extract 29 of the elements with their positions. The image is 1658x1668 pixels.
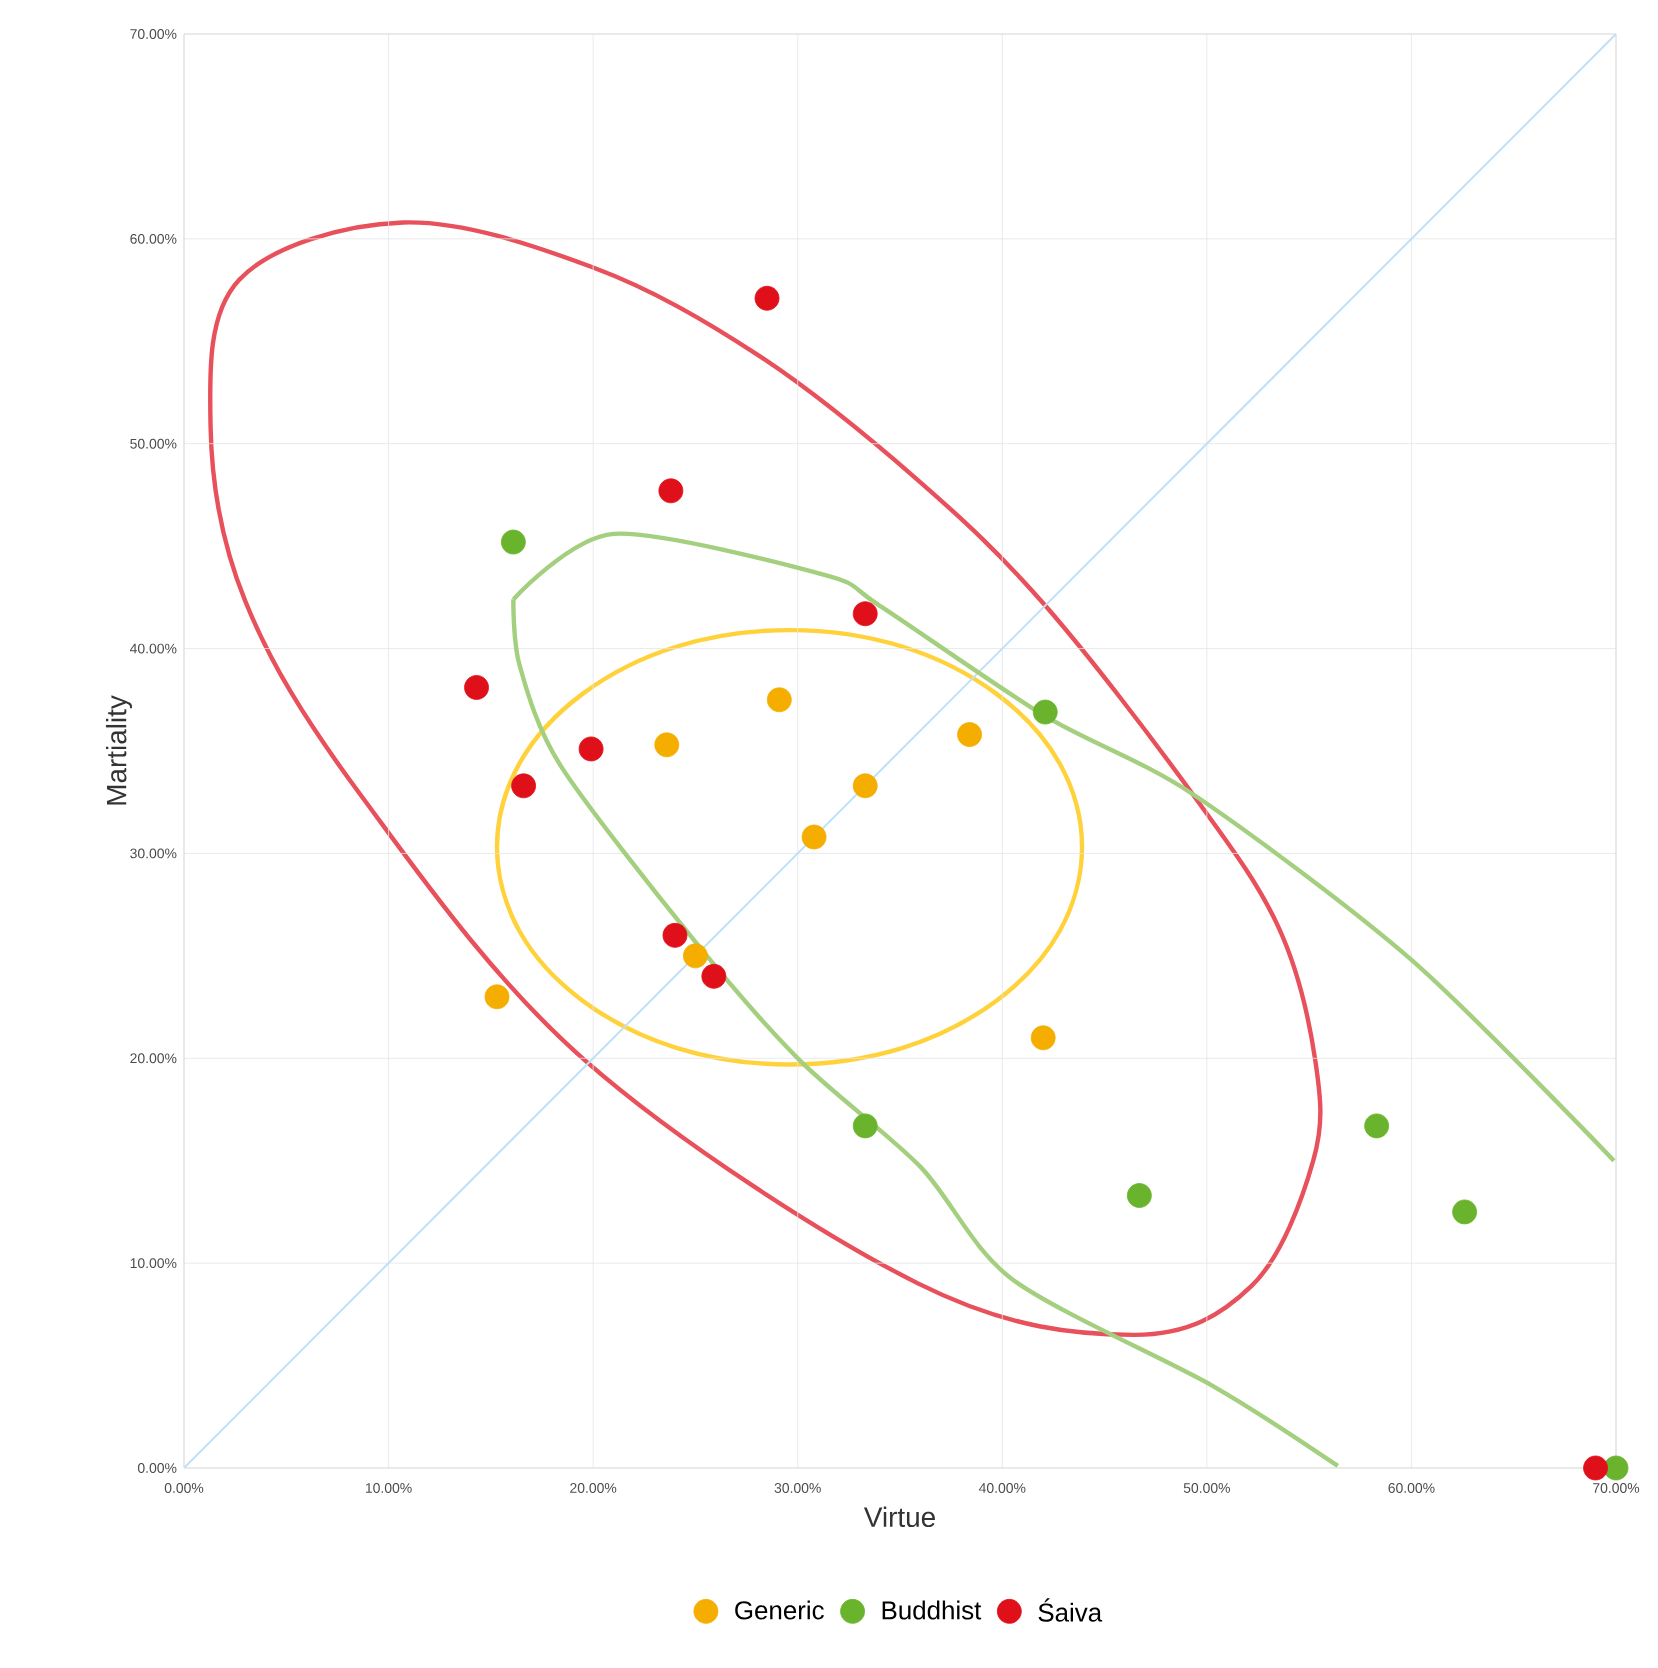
- point: [852, 773, 878, 799]
- point: [1030, 1025, 1056, 1051]
- x-axis-title: Virtue: [863, 1506, 935, 1528]
- point: [658, 478, 684, 504]
- point: [654, 732, 680, 758]
- legend-label: Buddhist: [882, 1600, 982, 1620]
- point: [578, 736, 604, 762]
- legend-label: Śaiva: [1038, 1598, 1103, 1622]
- point: [500, 529, 526, 555]
- y-axis-title: Martiality: [105, 695, 132, 805]
- legend-label: Generic: [735, 1600, 824, 1620]
- point: [701, 963, 727, 989]
- point: [852, 601, 878, 627]
- point: [766, 687, 792, 713]
- point: [1452, 1199, 1478, 1225]
- point: [1603, 1455, 1629, 1481]
- point: [1126, 1183, 1152, 1208]
- point: [1583, 1455, 1608, 1481]
- point: [1032, 699, 1058, 725]
- point: [511, 773, 536, 799]
- point: [464, 675, 489, 700]
- point: [1364, 1113, 1390, 1139]
- point: [683, 943, 708, 969]
- point: [754, 285, 780, 311]
- point: [484, 984, 510, 1010]
- point: [852, 1113, 878, 1139]
- point: [801, 824, 827, 850]
- point: [957, 722, 982, 747]
- point: [662, 922, 688, 948]
